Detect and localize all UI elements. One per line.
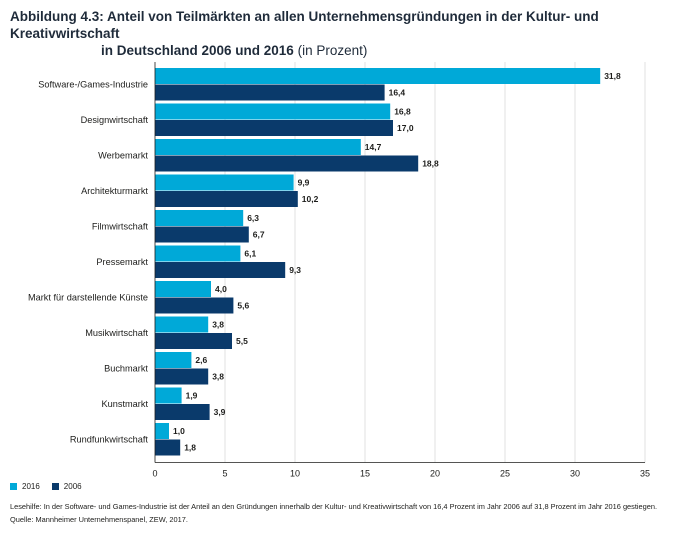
data-label: 17,0 <box>397 123 414 133</box>
chart-title-main: in Deutschland 2006 und 2016 <box>101 43 294 58</box>
data-label: 16,4 <box>389 87 406 97</box>
category-label: Software-/Games-Industrie <box>38 79 148 89</box>
data-label: 14,7 <box>365 142 382 152</box>
data-label: 1,0 <box>173 426 185 436</box>
legend-swatch-2006 <box>51 483 59 490</box>
category-label: Musikwirtschaft <box>85 328 148 338</box>
data-label: 1,8 <box>184 442 196 452</box>
x-tick-label: 35 <box>640 469 650 479</box>
data-label: 6,1 <box>244 248 256 258</box>
bar-2016 <box>155 423 169 439</box>
bar-2006 <box>155 226 249 243</box>
data-label: 18,8 <box>422 158 439 168</box>
data-label: 31,8 <box>604 71 621 81</box>
chart-notes: Lesehilfe: In der Software- und Games-In… <box>10 500 670 526</box>
category-label: Kunstmarkt <box>102 399 149 409</box>
source-note: Quelle: Mannheimer Unternehmenspanel, ZE… <box>10 515 188 524</box>
data-label: 10,2 <box>302 194 319 204</box>
bar-2016 <box>155 281 211 297</box>
bar-2016 <box>155 68 601 84</box>
reading-aid: Lesehilfe: In der Software- und Games-In… <box>10 502 658 511</box>
legend-item-2016: 2016 <box>10 482 40 491</box>
bar-2016 <box>155 103 391 120</box>
x-tick-label: 0 <box>152 469 157 479</box>
category-label: Rundfunkwirtschaft <box>70 434 149 444</box>
bar-2006 <box>155 262 286 278</box>
data-label: 9,3 <box>289 265 301 275</box>
bar-2006 <box>155 155 419 172</box>
data-label: 4,0 <box>215 284 227 294</box>
data-label: 5,6 <box>237 300 249 310</box>
chart-title: Abbildung 4.3: Anteil von Teilmärkten an… <box>10 8 660 59</box>
data-label: 9,9 <box>298 177 310 187</box>
x-tick-label: 10 <box>290 469 300 479</box>
bar-2016 <box>155 245 241 262</box>
data-label: 2,6 <box>195 355 207 365</box>
bar-2016 <box>155 387 182 404</box>
chart-title-prefix: Abbildung 4.3: Anteil von Teilmärkten an… <box>10 9 599 41</box>
data-label: 3,8 <box>212 371 224 381</box>
x-tick-label: 20 <box>430 469 440 479</box>
bar-2016 <box>155 316 209 333</box>
bar-2006 <box>155 404 210 420</box>
bar-2006 <box>155 120 393 136</box>
category-label: Markt für darstellende Künste <box>28 292 148 302</box>
data-label: 6,7 <box>253 229 265 239</box>
data-label: 3,8 <box>212 319 224 329</box>
bar-2016 <box>155 210 244 226</box>
chart-legend: 2016 2006 <box>10 482 82 491</box>
chart-title-unit: (in Prozent) <box>297 43 368 58</box>
x-tick-label: 30 <box>570 469 580 479</box>
category-label: Pressemarkt <box>96 257 148 267</box>
bar-2006 <box>155 297 234 314</box>
x-tick-label: 5 <box>222 469 227 479</box>
category-label: Buchmarkt <box>104 363 148 373</box>
bar-2016 <box>155 139 361 155</box>
legend-label-2016: 2016 <box>22 482 40 491</box>
bar-2016 <box>155 174 294 191</box>
category-label: Designwirtschaft <box>81 115 149 125</box>
legend-item-2006: 2006 <box>51 482 82 491</box>
bar-2006 <box>155 333 232 349</box>
bar-2006 <box>155 439 181 456</box>
category-label: Filmwirtschaft <box>92 221 149 231</box>
legend-swatch-2016 <box>10 483 17 490</box>
x-tick-label: 25 <box>500 469 510 479</box>
bar-2006 <box>155 191 298 207</box>
bar-chart: Software-/Games-Industrie 31,8 16,4 Designw… <box>28 62 650 479</box>
category-label: Architekturmarkt <box>81 186 148 196</box>
bar-2006 <box>155 368 209 385</box>
data-label: 6,3 <box>247 213 259 223</box>
data-label: 5,5 <box>236 336 248 346</box>
legend-label-2006: 2006 <box>63 482 82 491</box>
x-tick-label: 15 <box>360 469 370 479</box>
chart-title-line2: in Deutschland 2006 und 2016 (in Prozent… <box>10 42 660 59</box>
data-label: 1,9 <box>186 390 198 400</box>
category-label: Werbemarkt <box>98 150 148 160</box>
bar-2006 <box>155 84 385 101</box>
data-label: 3,9 <box>214 407 226 417</box>
data-label: 16,8 <box>394 106 411 116</box>
bar-2016 <box>155 352 192 368</box>
